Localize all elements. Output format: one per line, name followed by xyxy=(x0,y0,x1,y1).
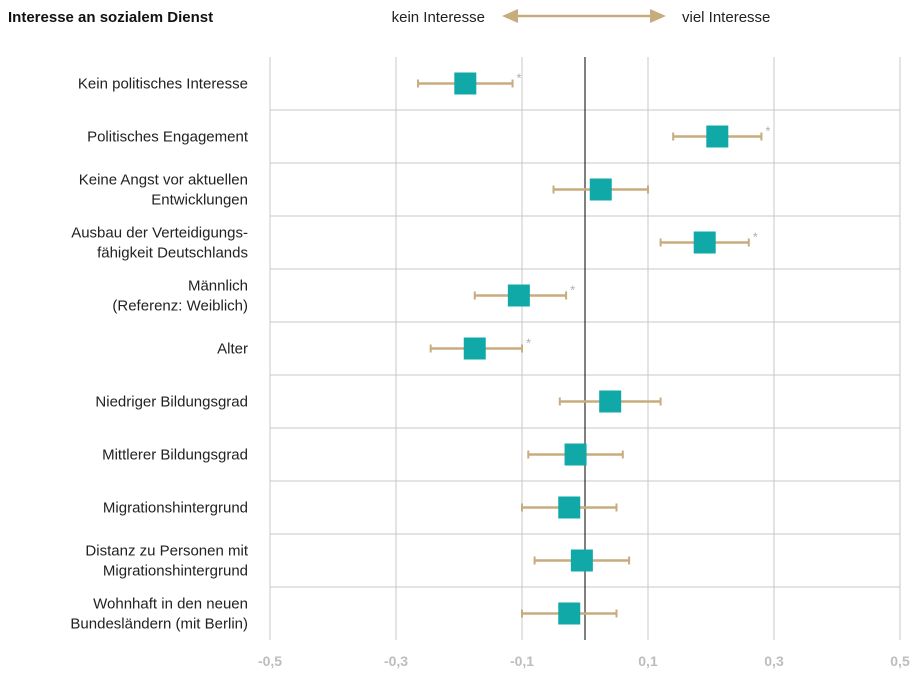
x-tick-label: -0,1 xyxy=(510,653,534,669)
data-marks: * * * * * xyxy=(417,71,770,625)
category-label: Ausbau der Verteidigungs- xyxy=(71,225,248,242)
category-label: Politisches Engagement xyxy=(87,129,249,146)
estimate-marker xyxy=(706,125,729,148)
x-tick-label: 0,3 xyxy=(764,653,784,669)
significance-star: * xyxy=(753,230,758,245)
estimate-marker xyxy=(463,337,486,360)
category-label: Entwicklungen xyxy=(151,192,248,209)
category-label: Migrationshintergrund xyxy=(103,500,248,517)
estimate-marker xyxy=(558,496,581,519)
category-label: Bundesländern (mit Berlin) xyxy=(70,616,248,633)
x-tick-label: -0,5 xyxy=(258,653,282,669)
estimate-marker xyxy=(454,72,477,95)
category-label: Niedriger Bildungsgrad xyxy=(95,394,248,411)
category-label: Kein politisches Interesse xyxy=(78,76,248,93)
estimate-marker xyxy=(564,443,587,466)
significance-star: * xyxy=(526,336,531,351)
chart-title: Interesse an sozialem Dienst xyxy=(8,9,213,26)
category-label: fähigkeit Deutschlands xyxy=(97,245,248,262)
estimate-marker xyxy=(507,284,530,307)
category-label: Migrationshintergrund xyxy=(103,563,248,580)
category-label: Männlich xyxy=(188,278,248,295)
estimate-marker xyxy=(589,178,612,201)
significance-star: * xyxy=(765,124,770,139)
estimate-marker xyxy=(693,231,716,254)
x-axis-ticks: -0,5 -0,3 -0,1 0,1 0,3 0,5 xyxy=(258,653,910,669)
significance-star: * xyxy=(517,71,522,86)
arrow-head-right xyxy=(650,9,666,23)
category-label: Distanz zu Personen mit xyxy=(85,543,248,560)
category-label: Keine Angst vor aktuellen xyxy=(79,172,248,189)
significance-star: * xyxy=(570,283,575,298)
estimate-marker xyxy=(570,549,593,572)
category-labels: Kein politisches Interesse Politisches En… xyxy=(70,76,248,633)
x-tick-label: 0,1 xyxy=(638,653,658,669)
x-tick-label: 0,5 xyxy=(890,653,910,669)
arrow-head-left xyxy=(502,9,518,23)
category-label: Wohnhaft in den neuen xyxy=(93,596,248,613)
category-label: (Referenz: Weiblich) xyxy=(112,298,248,315)
estimate-marker xyxy=(599,390,622,413)
category-label: Alter xyxy=(217,341,248,358)
scale-right-label: viel Interesse xyxy=(682,9,770,26)
scale-left-label: kein Interesse xyxy=(392,9,485,26)
x-tick-label: -0,3 xyxy=(384,653,408,669)
estimate-marker xyxy=(558,602,581,625)
scale-arrow-icon xyxy=(502,9,666,23)
category-label: Mittlerer Bildungsgrad xyxy=(102,447,248,464)
